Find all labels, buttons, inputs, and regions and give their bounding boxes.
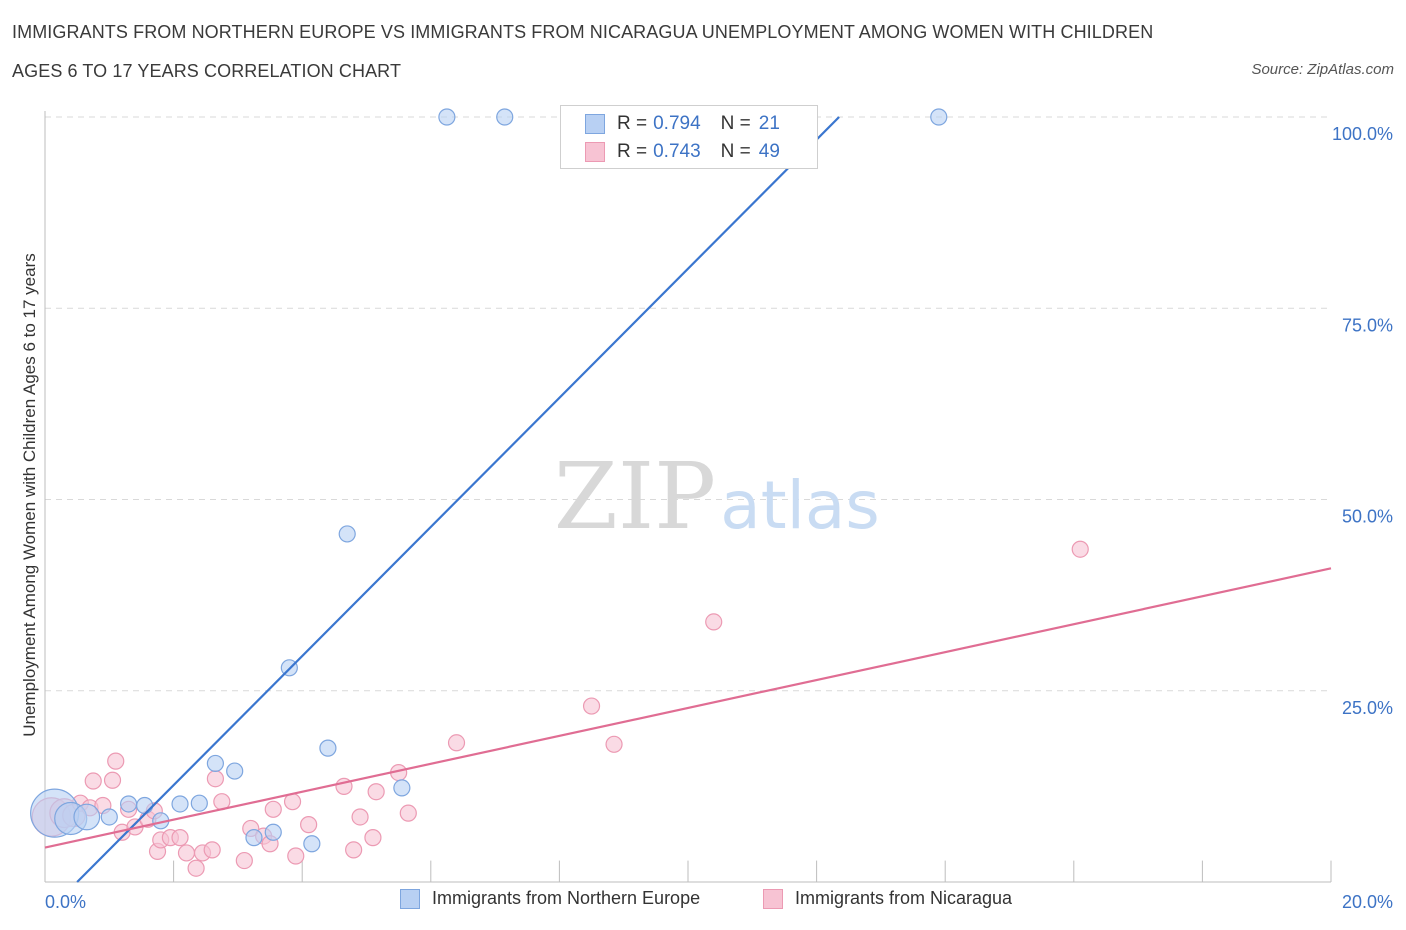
point-northern-europe [303, 835, 321, 853]
bottom-legend-label: Immigrants from Nicaragua [795, 888, 1013, 908]
point-nicaragua [447, 734, 466, 752]
source-label: Source: ZipAtlas.com [1251, 61, 1394, 78]
point-nicaragua [235, 851, 253, 870]
point-nicaragua [605, 735, 623, 753]
point-northern-europe [119, 795, 138, 813]
point-northern-europe [136, 796, 154, 815]
point-northern-europe [319, 739, 337, 757]
point-northern-europe [73, 803, 101, 831]
point-nicaragua [177, 844, 196, 862]
point-northern-europe [206, 754, 224, 773]
point-nicaragua [206, 770, 224, 788]
trend-line-northern-europe [76, 116, 840, 883]
point-northern-europe [930, 108, 948, 126]
y-tick-label: 50.0% [1342, 507, 1393, 527]
legend-swatch-blue [585, 114, 605, 134]
y-tick-label: 100.0% [1332, 124, 1393, 144]
bottom-legend-swatch-pink [763, 888, 783, 909]
point-northern-europe [100, 808, 118, 826]
legend-swatch-pink [585, 142, 605, 162]
legend-row-northern-europe: R = 0.794 N = 21 [585, 111, 780, 137]
point-nicaragua [187, 859, 205, 877]
legend-r-label: R = [617, 113, 648, 134]
watermark-zip: ZIP [554, 443, 716, 550]
point-nicaragua [1071, 540, 1089, 558]
legend-n-label: N = [720, 141, 751, 162]
axes [44, 111, 1332, 883]
point-northern-europe [264, 823, 282, 841]
point-nicaragua [705, 613, 723, 631]
trend-lines [44, 116, 1332, 883]
point-nicaragua [367, 783, 385, 801]
legend-r-value: 0.794 [653, 113, 701, 134]
point-northern-europe [393, 779, 411, 797]
point-nicaragua [84, 772, 102, 790]
point-northern-europe [226, 762, 244, 780]
point-nicaragua [364, 829, 382, 847]
point-nicaragua [171, 829, 189, 847]
point-northern-europe [338, 525, 356, 543]
point-nicaragua [351, 808, 369, 826]
point-nicaragua [203, 841, 221, 859]
legend-n-label: N = [720, 113, 751, 134]
legend-row-nicaragua: R = 0.743 N = 49 [585, 139, 780, 165]
point-northern-europe [190, 794, 208, 812]
y-tick-label: 25.0% [1342, 698, 1393, 718]
y-axis-label: Unemployment Among Women with Children A… [20, 253, 39, 737]
bottom-legend-northern-europe: Immigrants from Northern Europe [400, 888, 700, 909]
point-nicaragua [399, 804, 417, 822]
point-northern-europe [171, 795, 189, 813]
point-northern-europe [496, 108, 514, 126]
chart-title-line-1: IMMIGRANTS FROM NORTHERN EUROPE VS IMMIG… [12, 22, 1154, 42]
bottom-legend-nicaragua: Immigrants from Nicaragua [763, 888, 1012, 909]
trend-line-nicaragua [44, 567, 1332, 849]
point-nicaragua [264, 800, 282, 818]
legend-n-value: 49 [758, 141, 780, 162]
point-nicaragua [107, 752, 125, 770]
x-tick-label-max: 20.0% [1342, 892, 1393, 912]
point-nicaragua [345, 841, 363, 859]
point-nicaragua [103, 771, 122, 789]
legend-r-label: R = [617, 141, 648, 162]
legend-n-value: 21 [758, 113, 780, 134]
point-nicaragua [300, 816, 318, 834]
point-northern-europe [245, 829, 263, 847]
point-nicaragua [287, 847, 305, 865]
legend-r-value: 0.743 [653, 141, 701, 162]
grid-lines [45, 116, 1331, 692]
watermark-atlas: atlas [720, 467, 880, 544]
correlation-legend: R = 0.794 N = 21 R = 0.743 N = 49 [560, 105, 818, 169]
y-tick-label: 75.0% [1342, 315, 1393, 335]
bottom-legend-label: Immigrants from Northern Europe [432, 888, 701, 908]
point-nicaragua [582, 697, 601, 715]
point-northern-europe [438, 108, 456, 126]
bottom-legend-swatch-blue [400, 888, 420, 909]
x-tick-label-min: 0.0% [45, 892, 86, 912]
tick-labels: 25.0% 50.0% 75.0% 100.0% 0.0% 20.0% [45, 124, 1393, 912]
chart-title-line-2: AGES 6 TO 17 YEARS CORRELATION CHART [12, 61, 402, 81]
